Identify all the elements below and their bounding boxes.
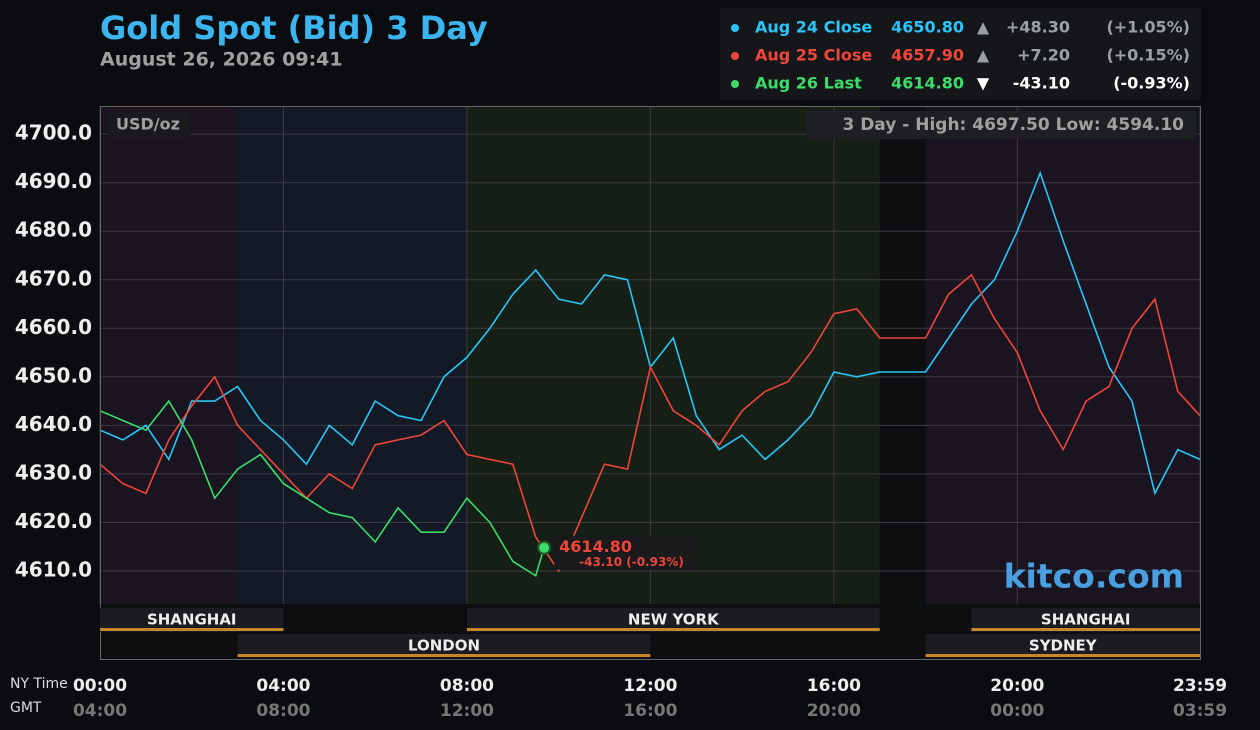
x-tick-label: 23:59 xyxy=(1173,676,1227,696)
y-tick-label: 4680.0 xyxy=(15,218,92,242)
plot-frame xyxy=(100,106,1201,660)
x2-tick-label: 00:00 xyxy=(990,701,1044,721)
range-box xyxy=(806,111,1196,139)
y-tick-label: 4660.0 xyxy=(15,315,92,339)
last-change: -43.10 (-0.93%) xyxy=(579,555,684,569)
legend-value: (-0.93%) xyxy=(1113,74,1190,93)
y-tick-label: 4700.0 xyxy=(15,121,92,145)
x2-tick-label: 08:00 xyxy=(256,701,310,721)
legend-dot xyxy=(731,24,739,32)
x2-tick-label: 20:00 xyxy=(807,701,861,721)
legend-value: ▼ xyxy=(977,74,990,93)
y-tick-label: 4620.0 xyxy=(15,509,92,533)
y-tick-label: 4670.0 xyxy=(15,266,92,290)
legend-value: +48.30 xyxy=(1006,18,1070,37)
unit-box xyxy=(108,112,190,138)
legend-value: 4657.90 xyxy=(891,46,964,65)
legend-label: Aug 25 Close xyxy=(755,46,872,65)
legend-box xyxy=(720,8,1201,100)
session-underline xyxy=(100,628,284,631)
session-underline xyxy=(466,628,880,631)
x2-tick-label: 03:59 xyxy=(1173,701,1227,721)
session-label: LONDON xyxy=(408,637,480,655)
series-line xyxy=(99,399,545,578)
session-label: SHANGHAI xyxy=(1041,611,1131,629)
series-line xyxy=(99,273,1201,573)
session-bg xyxy=(466,106,880,604)
x-axis-label: NY Time xyxy=(10,676,68,692)
session-label: SYDNEY xyxy=(1029,637,1098,655)
y-tick-label: 4650.0 xyxy=(15,363,92,387)
session-label: SHANGHAI xyxy=(147,611,237,629)
legend-value: (+0.15%) xyxy=(1106,46,1190,65)
range-note: 3 Day - High: 4697.50 Low: 4594.10 xyxy=(842,115,1184,135)
legend-value: (+1.05%) xyxy=(1106,18,1190,37)
legend-label: Aug 24 Close xyxy=(755,18,872,37)
session-label: NEW YORK xyxy=(628,611,720,629)
y-tick-label: 4640.0 xyxy=(15,412,92,436)
x2-axis-label: GMT xyxy=(10,700,42,716)
x2-tick-label: 04:00 xyxy=(73,701,127,721)
legend-label: Aug 26 Last xyxy=(755,74,862,93)
x-tick-label: 16:00 xyxy=(807,676,861,696)
y-tick-label: 4690.0 xyxy=(15,169,92,193)
y-tick-label: 4630.0 xyxy=(15,460,92,484)
chart-title: Gold Spot (Bid) 3 Day xyxy=(100,9,488,47)
session-underline xyxy=(925,654,1200,657)
x-tick-label: 08:00 xyxy=(440,676,494,696)
unit-label: USD/oz xyxy=(116,115,180,134)
watermark: kitco.com xyxy=(1004,557,1184,596)
session-underline xyxy=(971,628,1200,631)
last-label-box xyxy=(554,535,697,570)
legend-value: 4650.80 xyxy=(891,18,964,37)
x2-tick-label: 16:00 xyxy=(623,701,677,721)
session-underline xyxy=(237,654,651,657)
legend-dot xyxy=(731,52,739,60)
session-bg xyxy=(925,106,1200,604)
last-label: 4614.80 xyxy=(559,537,632,556)
legend-value: ▲ xyxy=(977,46,990,65)
x2-tick-label: 12:00 xyxy=(440,701,494,721)
subtitle: August 26, 2026 09:41 xyxy=(100,49,343,71)
x-tick-label: 00:00 xyxy=(73,676,127,696)
legend-value: 4614.80 xyxy=(891,74,964,93)
y-tick-label: 4610.0 xyxy=(15,557,92,581)
legend-value: +7.20 xyxy=(1017,46,1070,65)
x-tick-label: 04:00 xyxy=(256,676,310,696)
x-tick-label: 20:00 xyxy=(990,676,1044,696)
legend-value: -43.10 xyxy=(1013,74,1070,93)
legend-value: ▲ xyxy=(977,18,990,37)
legend-dot xyxy=(731,80,739,88)
x-tick-label: 12:00 xyxy=(623,676,677,696)
last-marker xyxy=(537,540,552,555)
